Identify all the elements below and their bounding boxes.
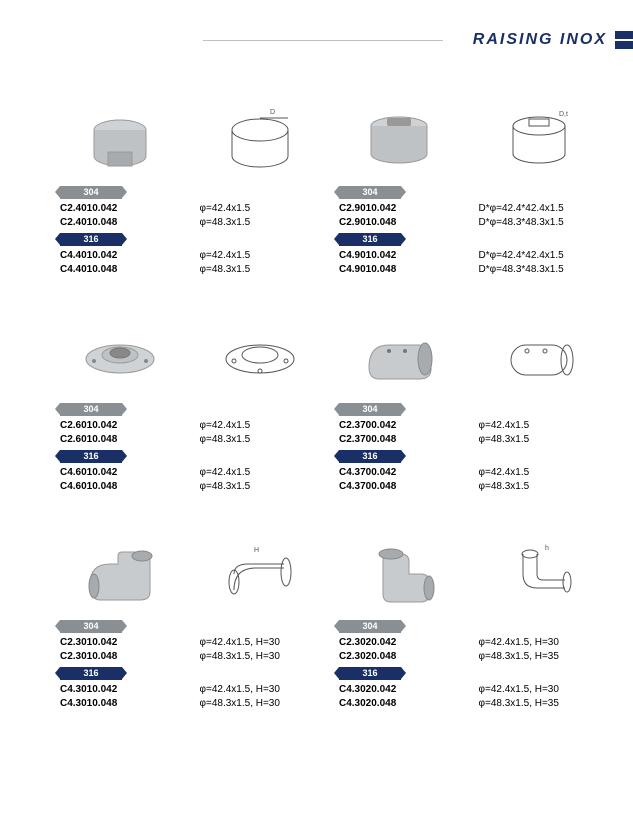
product-spec: φ=42.4x1.5, H=30 xyxy=(200,636,320,650)
product-spec: φ=42.4x1.5, H=30 xyxy=(200,683,320,697)
product-code: C2.3010.048 xyxy=(60,650,180,664)
product-code: C2.3020.042 xyxy=(339,636,459,650)
grade-badge-304: 304 xyxy=(60,403,122,416)
product-spec: φ=48.3x1.5 xyxy=(200,263,320,277)
product-code: C4.6010.042 xyxy=(60,466,180,480)
grade-badge-304: 304 xyxy=(339,403,401,416)
product-code: C2.9010.048 xyxy=(339,216,459,230)
product-spec: D*φ=48.3*48.3x1.5 xyxy=(479,263,599,277)
product-spec: φ=48.3x1.5 xyxy=(200,433,320,447)
diagram-thumb: h xyxy=(489,534,589,612)
grade-badge-304: 304 xyxy=(60,186,122,199)
grade-badge-316: 316 xyxy=(339,450,401,463)
product-spec: D*φ=42.4*42.4x1.5 xyxy=(479,202,599,216)
grade-badge-316: 316 xyxy=(60,450,122,463)
product-code: C2.4010.042 xyxy=(60,202,180,216)
product-spec: φ=48.3x1.5 xyxy=(479,433,599,447)
product-spec: φ=42.4x1.5 xyxy=(479,419,599,433)
product-code: C2.4010.048 xyxy=(60,216,180,230)
product-spec: φ=48.3x1.5, H=35 xyxy=(479,650,599,664)
svg-text:H: H xyxy=(254,547,259,554)
product-cell: 304 C2.3010.042 C2.3010.048 316 C4.3010.… xyxy=(60,534,180,711)
product-code: C2.9010.042 xyxy=(339,202,459,216)
header: RAISING INOX xyxy=(0,28,633,52)
svg-text:h: h xyxy=(545,545,549,552)
product-thumb xyxy=(70,534,170,612)
product-cell: 304 C2.4010.042 C2.4010.048 316 C4.4010.… xyxy=(60,100,180,277)
product-code: C4.3020.048 xyxy=(339,697,459,711)
product-code: C2.3020.048 xyxy=(339,650,459,664)
spec-cell: D φ=42.4x1.5 φ=48.3x1.5 φ=42.4x1.5 φ=48.… xyxy=(200,100,320,277)
grade-badge-304: 304 xyxy=(60,620,122,633)
product-cell: 304 C2.9010.042 C2.9010.048 316 C4.9010.… xyxy=(339,100,459,277)
diagram-thumb xyxy=(489,317,589,395)
product-thumb xyxy=(349,100,449,178)
diagram-thumb: D xyxy=(210,100,310,178)
product-code: C2.3700.042 xyxy=(339,419,459,433)
product-spec: φ=42.4x1.5 xyxy=(479,466,599,480)
product-code: C2.3700.048 xyxy=(339,433,459,447)
product-thumb xyxy=(70,100,170,178)
product-code: C4.6010.048 xyxy=(60,480,180,494)
product-spec: φ=42.4x1.5, H=30 xyxy=(479,683,599,697)
product-code: C4.3010.042 xyxy=(60,683,180,697)
catalog-grid: 304 C2.4010.042 C2.4010.048 316 C4.4010.… xyxy=(60,100,600,711)
product-code: C4.9010.042 xyxy=(339,249,459,263)
product-cell: 304 C2.3020.042 C2.3020.048 316 C4.3020.… xyxy=(339,534,459,711)
product-code: C4.3700.048 xyxy=(339,480,459,494)
product-cell: 304 C2.6010.042 C2.6010.048 316 C4.6010.… xyxy=(60,317,180,494)
product-spec: φ=42.4x1.5 xyxy=(200,466,320,480)
product-code: C4.3020.042 xyxy=(339,683,459,697)
product-spec: φ=48.3x1.5 xyxy=(200,480,320,494)
spec-cell: φ=42.4x1.5 φ=48.3x1.5 φ=42.4x1.5 φ=48.3x… xyxy=(479,317,599,494)
product-thumb xyxy=(70,317,170,395)
svg-text:D: D xyxy=(270,109,275,116)
spec-cell: H φ=42.4x1.5, H=30 φ=48.3x1.5, H=30 φ=42… xyxy=(200,534,320,711)
product-code: C4.4010.048 xyxy=(60,263,180,277)
product-spec: φ=48.3x1.5, H=35 xyxy=(479,697,599,711)
brand-flag-icon xyxy=(615,31,633,49)
product-spec: φ=42.4x1.5 xyxy=(200,202,320,216)
spec-cell: h φ=42.4x1.5, H=30 φ=48.3x1.5, H=35 φ=42… xyxy=(479,534,599,711)
product-spec: φ=42.4x1.5 xyxy=(200,249,320,263)
diagram-thumb: H xyxy=(210,534,310,612)
product-code: C4.4010.042 xyxy=(60,249,180,263)
grade-badge-316: 316 xyxy=(339,667,401,680)
brand-logo: RAISING INOX xyxy=(473,31,615,49)
grade-badge-304: 304 xyxy=(339,186,401,199)
product-thumb xyxy=(349,534,449,612)
spec-cell: φ=42.4x1.5 φ=48.3x1.5 φ=42.4x1.5 φ=48.3x… xyxy=(200,317,320,494)
product-code: C4.3700.042 xyxy=(339,466,459,480)
product-spec: φ=48.3x1.5, H=30 xyxy=(200,650,320,664)
grade-badge-316: 316 xyxy=(60,233,122,246)
product-spec: φ=48.3x1.5, H=30 xyxy=(200,697,320,711)
product-spec: D*φ=42.4*42.4x1.5 xyxy=(479,249,599,263)
product-spec: φ=48.3x1.5 xyxy=(479,480,599,494)
product-code: C2.3010.042 xyxy=(60,636,180,650)
diagram-thumb: D,t xyxy=(489,100,589,178)
product-code: C2.6010.042 xyxy=(60,419,180,433)
grade-badge-304: 304 xyxy=(339,620,401,633)
product-cell: 304 C2.3700.042 C2.3700.048 316 C4.3700.… xyxy=(339,317,459,494)
product-code: C4.3010.048 xyxy=(60,697,180,711)
grade-badge-316: 316 xyxy=(60,667,122,680)
diagram-thumb xyxy=(210,317,310,395)
grade-badge-316: 316 xyxy=(339,233,401,246)
product-spec: φ=42.4x1.5, H=30 xyxy=(479,636,599,650)
product-thumb xyxy=(349,317,449,395)
product-spec: D*φ=48.3*48.3x1.5 xyxy=(479,216,599,230)
product-spec: φ=42.4x1.5 xyxy=(200,419,320,433)
product-code: C2.6010.048 xyxy=(60,433,180,447)
product-spec: φ=48.3x1.5 xyxy=(200,216,320,230)
spec-cell: D,t D*φ=42.4*42.4x1.5 D*φ=48.3*48.3x1.5 … xyxy=(479,100,599,277)
header-rule xyxy=(203,40,443,41)
svg-text:D,t: D,t xyxy=(559,111,568,118)
product-code: C4.9010.048 xyxy=(339,263,459,277)
